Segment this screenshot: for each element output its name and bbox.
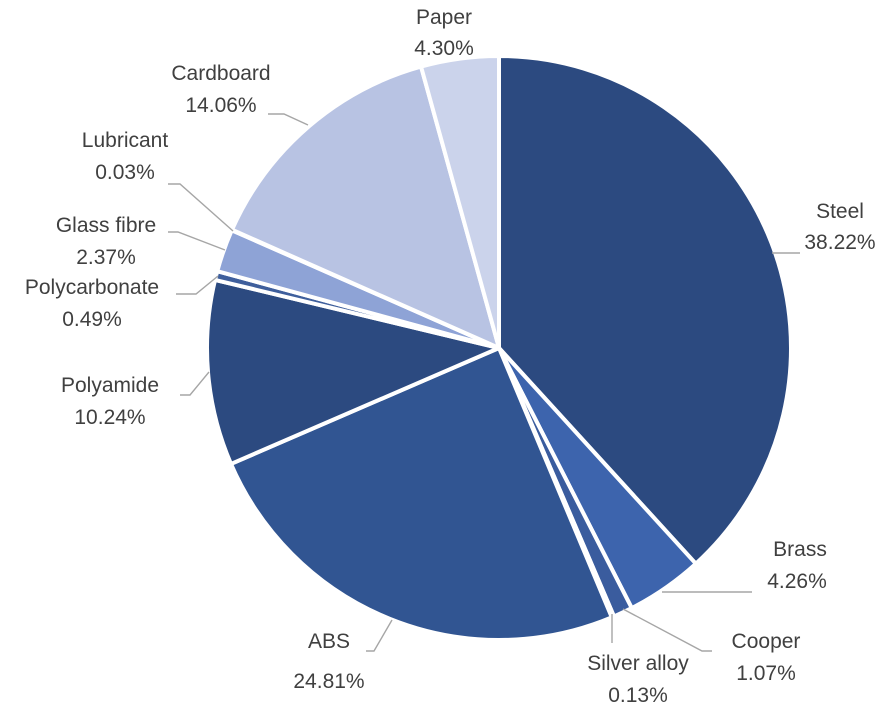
- slice-value-cardboard: 14.06%: [185, 94, 256, 117]
- slice-label-silver-alloy: Silver alloy: [587, 652, 689, 675]
- slice-label-polycarbonate: Polycarbonate: [25, 276, 159, 299]
- slice-label-glass-fibre: Glass fibre: [56, 214, 156, 237]
- leader-line-polyamide: [180, 371, 210, 396]
- slice-label-paper: Paper: [416, 6, 472, 29]
- slice-value-silver-alloy: 0.13%: [608, 684, 668, 707]
- slice-value-abs: 24.81%: [293, 670, 364, 693]
- slice-value-lubricant: 0.03%: [95, 161, 155, 184]
- slice-label-brass: Brass: [773, 538, 827, 561]
- pie-slice-abs: [228, 346, 614, 642]
- leader-line-cooper: [622, 608, 712, 652]
- slice-value-cooper: 1.07%: [736, 662, 796, 685]
- leader-line-polycarbonate: [176, 275, 219, 295]
- slice-label-cooper: Cooper: [732, 630, 801, 653]
- leader-lines: [168, 113, 800, 652]
- slice-value-glass-fibre: 2.37%: [76, 246, 136, 269]
- leader-line-lubricant: [168, 183, 234, 232]
- slice-value-paper: 4.30%: [414, 37, 474, 60]
- leader-line-cardboard: [268, 113, 309, 126]
- pie-slice-steel: [497, 54, 793, 566]
- slice-value-brass: 4.26%: [767, 570, 827, 593]
- slice-label-lubricant: Lubricant: [82, 129, 169, 152]
- slice-value-polycarbonate: 0.49%: [62, 308, 122, 331]
- leader-line-glass-fibre: [168, 231, 226, 251]
- slice-value-polyamide: 10.24%: [74, 406, 145, 429]
- pie-slice-paper: [419, 54, 501, 350]
- slice-label-abs: ABS: [308, 630, 350, 653]
- slice-label-steel: Steel: [816, 200, 864, 223]
- slice-label-polyamide: Polyamide: [61, 374, 159, 397]
- slice-label-cardboard: Cardboard: [171, 62, 270, 85]
- leader-line-abs: [366, 619, 393, 652]
- slices-layer: [205, 54, 793, 642]
- slice-value-steel: 38.22%: [804, 231, 875, 254]
- pie-slice-cardboard: [230, 64, 501, 350]
- data-labels: Steel 38.22% Brass 4.26% Cooper 1.07% Silver a…: [25, 6, 876, 707]
